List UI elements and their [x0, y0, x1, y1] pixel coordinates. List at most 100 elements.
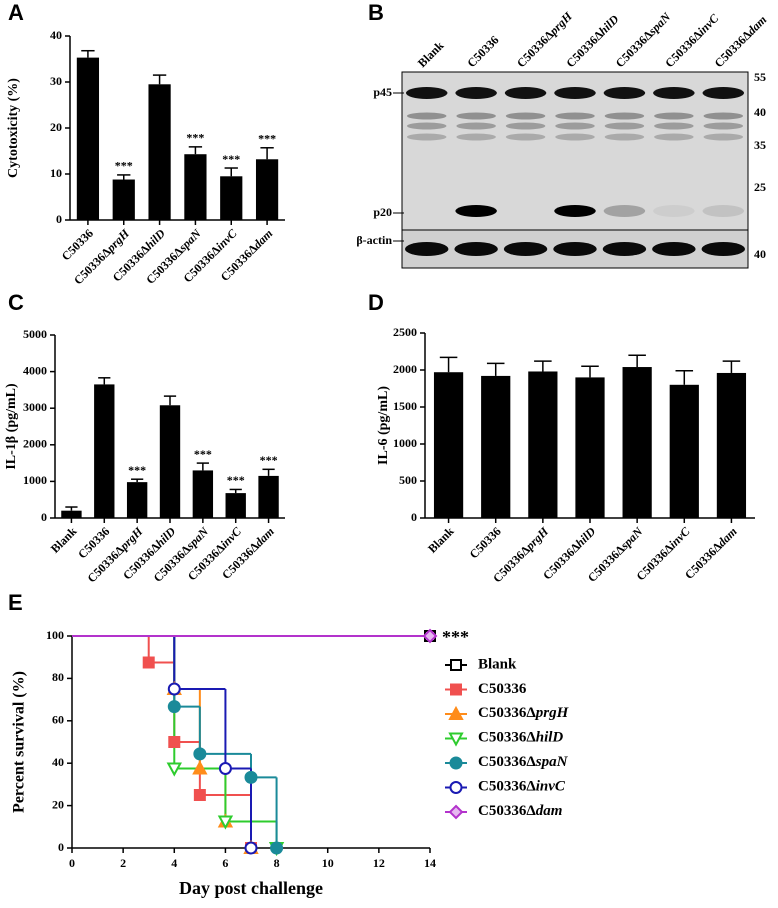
band [454, 242, 498, 256]
bar [220, 176, 243, 220]
bar [528, 371, 558, 518]
y-tick-label: 20 [52, 797, 64, 811]
band [654, 122, 694, 130]
marker [193, 747, 207, 761]
legend-label: C50336ΔspaN [478, 754, 569, 770]
band [602, 242, 647, 256]
marker-size: 40 [754, 105, 766, 119]
y-tick-label: 20 [50, 120, 62, 134]
bar [433, 372, 464, 518]
marker [192, 760, 208, 775]
x-tick-label: 12 [373, 856, 385, 870]
y-tick-label: 60 [52, 713, 64, 727]
band [404, 242, 449, 256]
legend-label: C50336Δdam [478, 803, 562, 819]
band [505, 122, 546, 130]
x-tick-label: 14 [424, 856, 436, 870]
marker [450, 683, 462, 696]
x-axis-label: Day post challenge [179, 878, 323, 898]
band [554, 87, 596, 99]
band [406, 133, 447, 141]
x-tick-label: 8 [274, 856, 280, 870]
marker [449, 781, 463, 794]
panel-label: A [8, 0, 24, 25]
bar [192, 470, 214, 518]
marker [422, 628, 438, 644]
y-axis-label: IL-6 (pg/mL) [376, 386, 391, 465]
band-label: β-actin [356, 233, 392, 247]
bar [61, 510, 82, 518]
bar [481, 375, 511, 518]
marker [244, 770, 258, 784]
band [456, 133, 496, 141]
y-tick-label: 1500 [393, 399, 417, 413]
band [654, 133, 694, 141]
panel-label: B [368, 0, 384, 25]
marker [450, 659, 462, 671]
legend-label: C50336 [478, 681, 527, 697]
bar [94, 384, 115, 518]
y-tick-label: 80 [52, 670, 64, 684]
band [702, 205, 745, 217]
y-tick-label: 40 [50, 28, 62, 42]
band [604, 122, 645, 130]
band [553, 242, 597, 256]
band [702, 87, 745, 99]
marker-size: 25 [754, 180, 766, 194]
band [654, 112, 694, 120]
bar [76, 57, 100, 221]
y-tick-label: 1000 [393, 436, 417, 450]
panel-label: D [368, 290, 384, 315]
band [701, 242, 746, 256]
band [555, 133, 595, 141]
x-tick-label: 10 [322, 856, 334, 870]
y-tick-label: 30 [50, 74, 62, 88]
bar [255, 159, 279, 220]
marker [142, 656, 155, 669]
lane-label: C50336 [464, 33, 501, 70]
band [653, 205, 695, 217]
x-tick-label: 2 [120, 856, 126, 870]
bar [225, 493, 246, 518]
band [406, 122, 447, 130]
marker [167, 700, 181, 714]
y-tick-label: 5000 [23, 327, 47, 341]
marker-size: 55 [754, 70, 766, 84]
bar [716, 372, 747, 518]
x-tick-label: 6 [222, 856, 228, 870]
band [455, 87, 497, 99]
significance: *** [194, 447, 212, 461]
bar [258, 475, 279, 518]
marker [448, 705, 464, 720]
marker [167, 682, 181, 696]
marker [244, 841, 258, 855]
significance: *** [442, 627, 469, 647]
panel-label: E [8, 590, 23, 615]
band [554, 205, 596, 217]
bar [575, 377, 605, 518]
significance: *** [128, 463, 146, 477]
band [703, 122, 744, 130]
band [456, 112, 496, 120]
band [653, 87, 695, 99]
bar [148, 84, 171, 220]
band [406, 112, 447, 120]
x-tick-label: Blank [425, 524, 457, 556]
band [505, 112, 546, 120]
x-tick-label: 4 [171, 856, 177, 870]
legend-label: C50336ΔhilD [478, 730, 563, 746]
marker [218, 762, 232, 775]
band [703, 133, 744, 141]
band [405, 87, 448, 99]
marker [448, 732, 464, 747]
band [703, 112, 744, 120]
band [555, 112, 595, 120]
y-tick-label: 10 [50, 166, 62, 180]
marker [217, 815, 234, 830]
bar [669, 384, 699, 518]
significance: *** [227, 473, 245, 487]
legend-label: Blank [478, 656, 517, 672]
band [604, 133, 645, 141]
band-label: p20 [373, 205, 392, 219]
bar [184, 154, 207, 220]
